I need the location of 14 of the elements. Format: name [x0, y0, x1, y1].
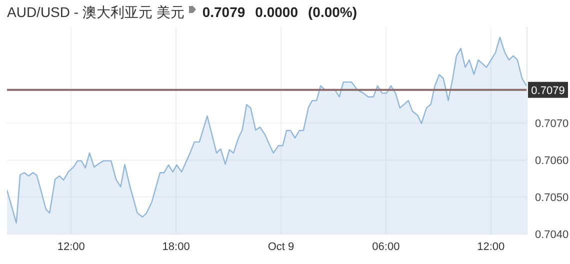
- text: 0.0000: [255, 4, 298, 20]
- ref-line-label: 0.7079: [531, 84, 565, 97]
- text: (0.00%): [308, 4, 358, 20]
- y-tick-label: 0.7060: [535, 154, 569, 167]
- chart-title: AUD/USD - 澳大利亚元 美元: [7, 4, 184, 22]
- y-tick-label: 0.7040: [535, 228, 569, 241]
- x-tick-label: 06:00: [372, 240, 400, 253]
- x-tick-label: 12:00: [477, 240, 505, 253]
- x-tick-label: 12:00: [57, 240, 85, 253]
- x-tick-label: Oct 9: [268, 240, 294, 253]
- text: 0.7079: [202, 4, 246, 20]
- y-tick-label: 0.7070: [535, 118, 569, 130]
- x-tick-label: 18:00: [162, 240, 190, 253]
- y-tick-label: 0.7050: [535, 192, 569, 204]
